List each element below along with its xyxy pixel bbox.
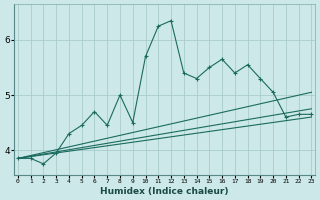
X-axis label: Humidex (Indice chaleur): Humidex (Indice chaleur)	[100, 187, 229, 196]
